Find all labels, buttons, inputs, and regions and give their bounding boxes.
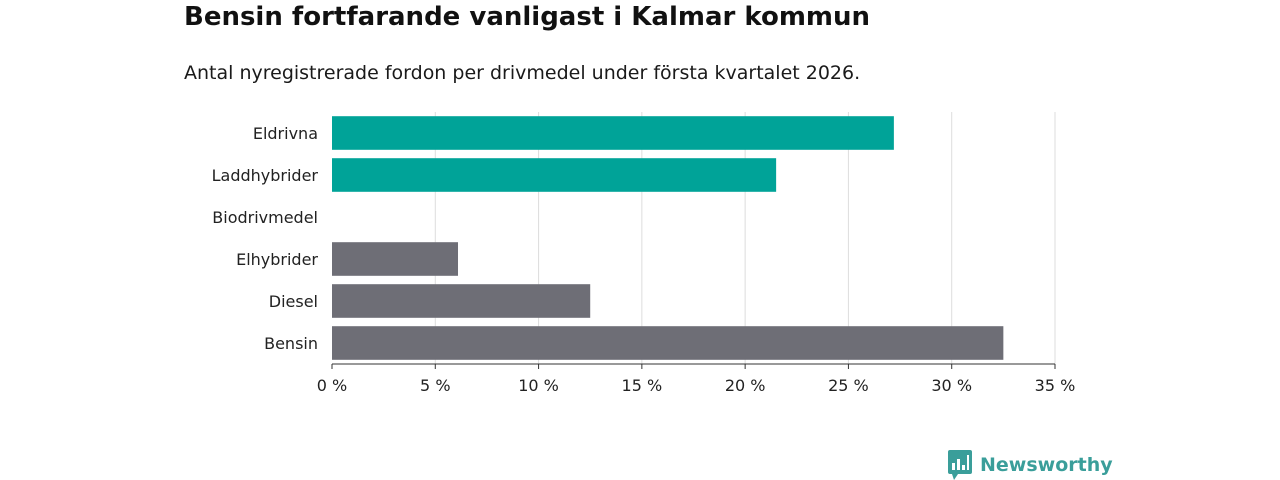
x-tick-label: 10 % [518, 376, 559, 395]
category-label: Diesel [269, 292, 318, 311]
x-tick-label: 5 % [420, 376, 450, 395]
chart-subtitle: Antal nyregistrerade fordon per drivmede… [184, 62, 861, 84]
bar-diesel [332, 284, 591, 318]
x-axis: 0 % 5 % 10 % 15 % 20 % 25 % 30 % 35 % [317, 363, 1076, 395]
x-tick-label: 0 % [317, 376, 347, 395]
bar-bensin [332, 326, 1004, 360]
category-label: Biodrivmedel [212, 208, 318, 227]
category-label: Laddhybrider [212, 166, 319, 185]
bars [332, 116, 1004, 360]
newsworthy-icon [948, 450, 972, 480]
chart-title: Bensin fortfarande vanligast i Kalmar ko… [184, 2, 871, 32]
category-label: Elhybrider [236, 250, 318, 269]
category-labels: Eldrivna Laddhybrider Biodrivmedel Elhybrid… [212, 124, 319, 353]
x-tick-label: 35 % [1035, 376, 1076, 395]
gridlines [434, 112, 1056, 364]
x-tick-label: 20 % [725, 376, 766, 395]
bar-elhybrider [332, 242, 459, 276]
newsworthy-logo: Newsworthy [948, 450, 1113, 480]
brand-name: Newsworthy [980, 454, 1113, 476]
x-tick-label: 30 % [931, 376, 972, 395]
bar-eldrivna [332, 116, 894, 150]
bar-laddhybrider [332, 158, 777, 192]
category-label: Bensin [264, 334, 318, 353]
category-label: Eldrivna [253, 124, 318, 143]
x-tick-label: 15 % [622, 376, 663, 395]
x-tick-label: 25 % [828, 376, 869, 395]
